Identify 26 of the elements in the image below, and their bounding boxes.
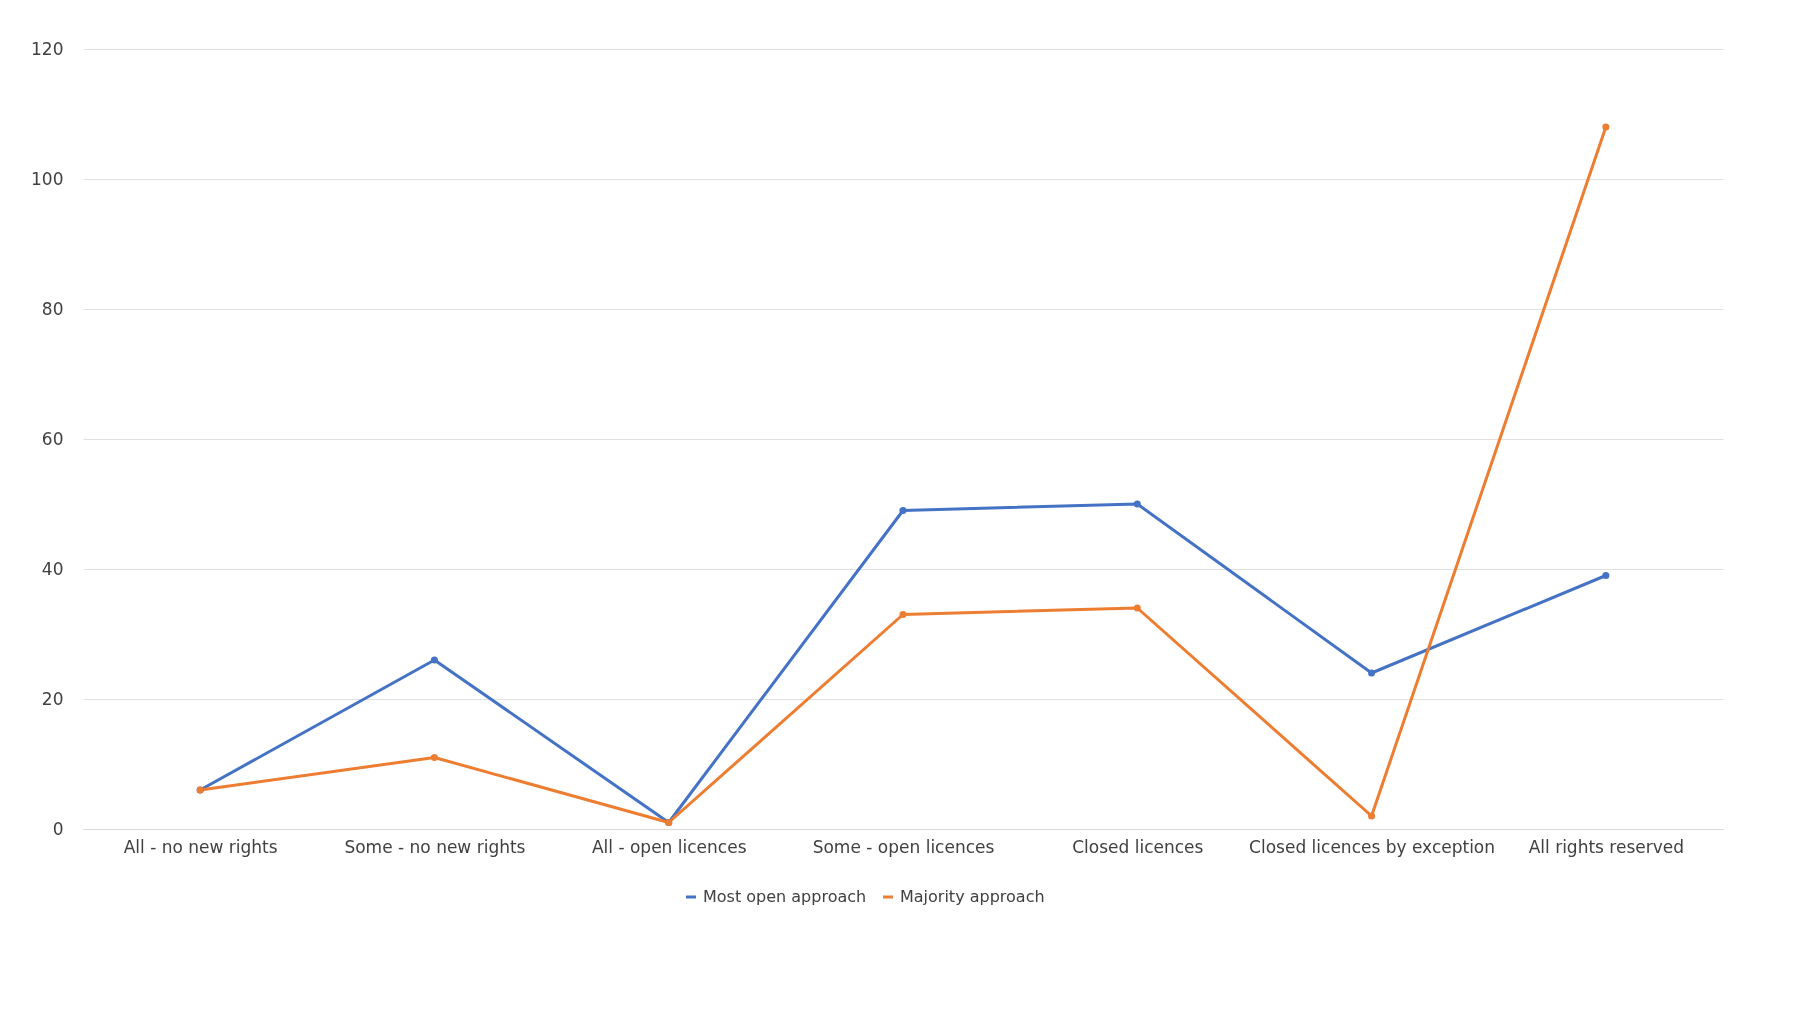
- y-tick-label: 0: [52, 818, 64, 839]
- x-tick-label: Closed licences: [1072, 836, 1204, 857]
- point: [1368, 812, 1376, 820]
- x-tick-label: Some - open licences: [812, 836, 995, 857]
- legend-label: Majority approach: [900, 887, 1045, 906]
- x-tick-label: All rights reserved: [1528, 836, 1685, 857]
- point: [899, 610, 907, 619]
- x-tick-label: Closed licences by exception: [1249, 836, 1496, 857]
- point: [430, 753, 438, 762]
- point: [1602, 571, 1610, 580]
- y-tick-label: 80: [41, 298, 64, 319]
- point: [1368, 669, 1376, 677]
- point: [899, 506, 907, 515]
- point: [430, 656, 438, 664]
- y-tick-label: 100: [31, 168, 64, 189]
- y-tick-label: 60: [41, 428, 64, 449]
- x-tick-label: All - open licences: [591, 836, 747, 857]
- x-tick-label: Some - no new rights: [344, 836, 526, 857]
- point: [1602, 123, 1610, 131]
- y-tick-label: 120: [31, 38, 64, 59]
- y-tick-label: 20: [41, 688, 64, 709]
- x-tick-label: All - no new rights: [123, 836, 278, 857]
- point: [1133, 500, 1141, 508]
- y-tick-label: 40: [41, 558, 64, 579]
- point: [1133, 604, 1141, 612]
- legend-label: Most open approach: [703, 887, 867, 906]
